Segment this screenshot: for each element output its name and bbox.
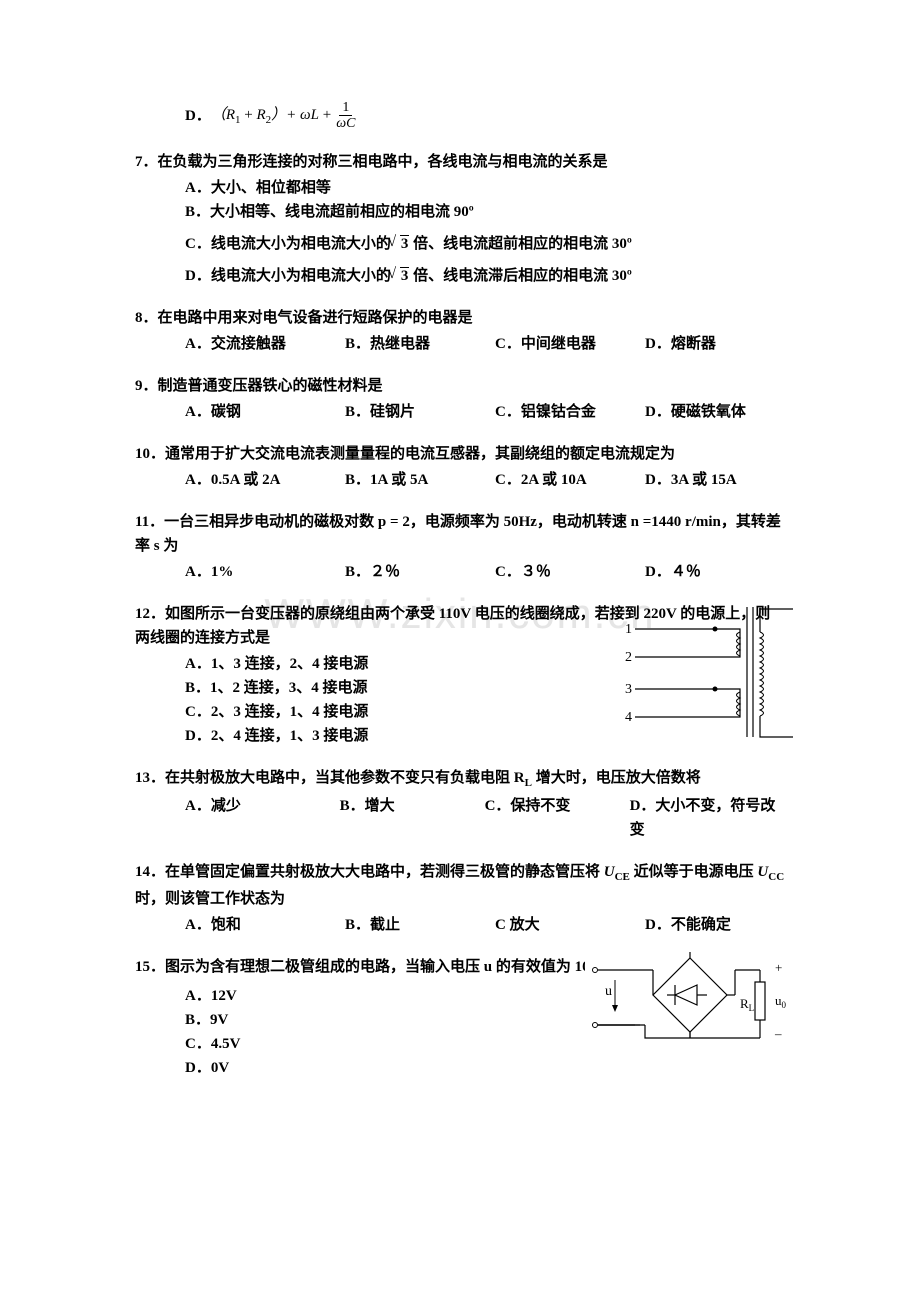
question-8: 8．在电路中用来对电气设备进行短路保护的电器是 A．交流接触器 B．热继电器 C… xyxy=(135,306,785,356)
q10-stem: 10．通常用于扩大交流电流表测量量程的电流互感器，其副绕组的额定电流规定为 xyxy=(135,442,785,466)
q10-opt-a: A．0.5A 或 2A xyxy=(185,468,345,492)
q13-opt-b: B．增大 xyxy=(340,794,485,842)
q8-stem: 8．在电路中用来对电气设备进行短路保护的电器是 xyxy=(135,306,785,330)
q10-opt-c: C．2A 或 10A xyxy=(495,468,645,492)
opt-d-label: D． xyxy=(185,104,211,128)
question-12: 12．如图所示一台变压器的原绕组由两个承受 110V 电压的线圈绕成，若接到 2… xyxy=(135,602,785,748)
q6-option-d: D． （R1 + R2）+ ωL + 1 ωC xyxy=(135,100,785,132)
question-7: 7．在负载为三角形连接的对称三相电路中，各线电流与相电流的关系是 A．大小、相位… xyxy=(135,150,785,288)
fraction: 1 ωC xyxy=(333,100,358,132)
q8-opt-c: C．中间继电器 xyxy=(495,332,645,356)
label-2: 2 xyxy=(625,650,632,665)
q8-opt-d: D．熔断器 xyxy=(645,332,716,356)
question-15: 15．图示为含有理想二极管组成的电路，当输入电压 u 的有效值为 10V 时，输… xyxy=(135,955,785,1080)
q14-opt-b: B．截止 xyxy=(345,913,495,937)
q13-options: A．减少 B．增大 C．保持不变 D．大小不变，符号改变 xyxy=(135,794,785,842)
q7-opt-a: A．大小、相位都相等 xyxy=(135,176,785,200)
label-4: 4 xyxy=(625,710,632,725)
q11-opt-b: B．２％ xyxy=(345,560,495,584)
q11-options: A．1% B．２％ C．３％ D．４％ xyxy=(135,560,785,584)
minus-label: – xyxy=(774,1026,782,1041)
plus-label: + xyxy=(775,960,782,975)
label-3: 3 xyxy=(625,682,632,697)
q9-options: A．碳钢 B．硅钢片 C．铝镍钴合金 D．硬磁铁氧体 xyxy=(135,400,785,424)
q14-options: A．饱和 B．截止 C 放大 D．不能确定 xyxy=(135,913,785,937)
q14-opt-a: A．饱和 xyxy=(185,913,345,937)
q9-stem: 9．制造普通变压器铁心的磁性材料是 xyxy=(135,374,785,398)
question-13: 13．在共射极放大电路中，当其他参数不变只有负载电阻 RL 增大时，电压放大倍数… xyxy=(135,766,785,843)
q7-opt-d: D．线电流大小为相电流大小的3 倍、线电流滞后相应的相电流 30º xyxy=(135,264,785,288)
formula-text: （R1 + R2）+ ωL + xyxy=(211,103,331,130)
q13-stem: 13．在共射极放大电路中，当其他参数不变只有负载电阻 RL 增大时，电压放大倍数… xyxy=(135,766,785,793)
transformer-figure: 1 2 3 4 xyxy=(615,597,795,757)
q9-opt-d: D．硬磁铁氧体 xyxy=(645,400,746,424)
q14-stem: 14．在单管固定偏置共射极放大大电路中，若测得三极管的静态管压将 UCE 近似等… xyxy=(135,860,785,911)
q7-stem: 7．在负载为三角形连接的对称三相电路中，各线电流与相电流的关系是 xyxy=(135,150,785,174)
question-9: 9．制造普通变压器铁心的磁性材料是 A．碳钢 B．硅钢片 C．铝镍钴合金 D．硬… xyxy=(135,374,785,424)
q13-opt-d: D．大小不变，符号改变 xyxy=(630,794,785,842)
q13-opt-c: C．保持不变 xyxy=(485,794,630,842)
question-14: 14．在单管固定偏置共射极放大大电路中，若测得三极管的静态管压将 UCE 近似等… xyxy=(135,860,785,937)
q8-opt-b: B．热继电器 xyxy=(345,332,495,356)
q9-opt-c: C．铝镍钴合金 xyxy=(495,400,645,424)
q14-opt-d: D．不能确定 xyxy=(645,913,731,937)
q11-opt-c: C．３％ xyxy=(495,560,645,584)
question-10: 10．通常用于扩大交流电流表测量量程的电流互感器，其副绕组的额定电流规定为 A．… xyxy=(135,442,785,492)
question-11: 11．一台三相异步电动机的磁极对数 p = 2，电源频率为 50Hz，电动机转速… xyxy=(135,510,785,584)
q11-stem: 11．一台三相异步电动机的磁极对数 p = 2，电源频率为 50Hz，电动机转速… xyxy=(135,510,785,558)
label-1: 1 xyxy=(625,622,632,637)
q10-options: A．0.5A 或 2A B．1A 或 5A C．2A 或 10A D．3A 或 … xyxy=(135,468,785,492)
q10-opt-d: D．3A 或 15A xyxy=(645,468,737,492)
u-label: u xyxy=(605,984,612,999)
q9-opt-b: B．硅钢片 xyxy=(345,400,495,424)
q10-opt-b: B．1A 或 5A xyxy=(345,468,495,492)
q7-opt-b: B．大小相等、线电流超前相应的相电流 90º xyxy=(135,200,785,224)
q15-opt-d: D．0V xyxy=(135,1056,785,1080)
q11-opt-a: A．1% xyxy=(185,560,345,584)
rectifier-figure: u + – RL u0 xyxy=(585,940,795,1050)
q14-opt-c: C 放大 xyxy=(495,913,645,937)
q8-opt-a: A．交流接触器 xyxy=(185,332,345,356)
q13-opt-a: A．减少 xyxy=(185,794,340,842)
q8-options: A．交流接触器 B．热继电器 C．中间继电器 D．熔断器 xyxy=(135,332,785,356)
q9-opt-a: A．碳钢 xyxy=(185,400,345,424)
q11-opt-d: D．４％ xyxy=(645,560,701,584)
page-content: D． （R1 + R2）+ ωL + 1 ωC 7．在负载为三角形连接的对称三相… xyxy=(135,100,785,1080)
q7-opt-c: C．线电流大小为相电流大小的3 倍、线电流超前相应的相电流 30º xyxy=(135,232,785,256)
